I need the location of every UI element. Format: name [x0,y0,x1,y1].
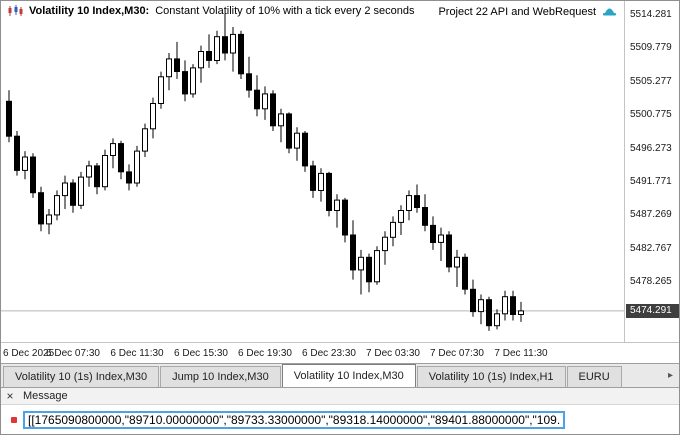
price-axis[interactable]: 5514.281 5509.779 5505.277 5500.775 5496.273… [624,1,679,342]
time-axis-label: 6 Dec 15:30 [174,348,228,359]
tab-scroll-right-icon[interactable]: ▸ [667,370,673,381]
price-axis-label: 5505.277 [630,75,672,87]
price-axis-label: 5491.771 [630,176,672,187]
time-axis-label: 6 Dec 07:30 [46,348,100,359]
price-axis-label: 5496.273 [630,142,672,154]
message-panel-header: × Message [1,388,679,405]
chart-title-symbol: Volatility 10 Index,M30: [29,5,150,17]
message-row[interactable]: [[1765090800000,"89710.00000000","89733.… [1,405,679,429]
tab-label: Volatility 10 Index,M30 [293,370,404,382]
tab-eurusd[interactable]: EURU [566,366,622,387]
message-panel: × Message [[1765090800000,"89710.0000000… [1,387,679,434]
tab-label: Volatility 10 (1s) Index,H1 [428,371,554,383]
chart-tab-bar: Volatility 10 (1s) Index,M30 Jump 10 Ind… [1,363,679,387]
price-axis-label: 5514.281 [630,8,672,20]
current-price-badge: 5474.291 [626,303,679,318]
tab-label: EURU [578,371,610,383]
expert-advisor-icon[interactable] [602,5,617,18]
time-axis-label: 6 Dec 23:30 [302,348,356,359]
tab-label: Volatility 10 (1s) Index,M30 [15,371,148,383]
axis-corner [624,342,679,363]
message-bullet-icon [11,417,17,423]
tab-volatility-10-1s-index-m30[interactable]: Volatility 10 (1s) Index,M30 [3,366,160,387]
price-axis-label: 5487.269 [630,209,672,221]
price-axis-label: 5482.767 [630,242,672,254]
time-axis-label: 6 Dec 11:30 [110,348,164,359]
close-icon[interactable]: × [6,389,14,403]
candlestick-chart [1,13,624,331]
chart-plot[interactable] [1,1,624,342]
time-axis-label: 7 Dec 03:30 [366,348,420,359]
tab-volatility-10-1s-index-h1[interactable]: Volatility 10 (1s) Index,H1 [416,366,566,387]
price-axis-label: 5509.779 [630,42,672,54]
time-axis-label: 7 Dec 11:30 [494,348,548,359]
time-axis-label: 7 Dec 07:30 [430,348,484,359]
tab-label: Jump 10 Index,M30 [172,371,269,383]
time-axis-label: 6 Dec 2025 [3,348,55,359]
time-axis-label: 6 Dec 19:30 [238,348,292,359]
time-axis[interactable]: 6 Dec 2025 6 Dec 07:30 6 Dec 11:30 6 Dec 15… [1,342,624,363]
price-axis-label: 5478.265 [630,276,672,288]
chart-titlebar: Volatility 10 Index,M30: Constant Volati… [7,5,414,17]
price-axis-label: 5500.775 [630,109,672,121]
message-text[interactable]: [[1765090800000,"89710.00000000","89733.… [23,411,566,429]
chart-area: Volatility 10 Index,M30: Constant Volati… [1,1,679,363]
chart-title-description: Constant Volatility of 10% with a tick e… [155,5,415,17]
chart-icon [7,5,23,17]
tab-volatility-10-index-m30[interactable]: Volatility 10 Index,M30 [281,364,416,387]
expert-advisor-label-group: Project 22 API and WebRequest [438,5,617,18]
message-column-header[interactable]: Message [23,390,68,402]
tab-jump-10-index-m30[interactable]: Jump 10 Index,M30 [160,366,281,387]
expert-advisor-name: Project 22 API and WebRequest [438,5,596,18]
